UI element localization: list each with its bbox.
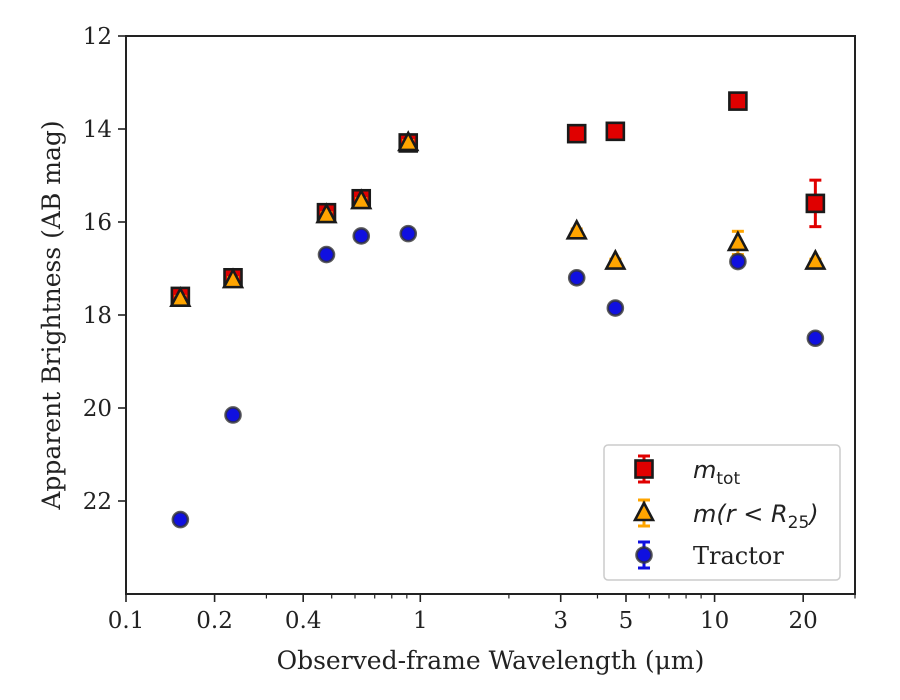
data-point-triangle (315, 202, 338, 224)
x-tick-label: 5 (619, 608, 634, 634)
data-point-circle (317, 245, 336, 264)
y-tick-label: 18 (83, 303, 112, 329)
data-point-circle (399, 224, 418, 243)
legend-label: m(r < R25) (693, 500, 819, 533)
legend-label: Tractor (693, 542, 784, 570)
data-point-triangle (726, 230, 750, 252)
data-point-triangle (604, 248, 627, 270)
x-tick-label: 0.4 (285, 608, 322, 634)
legend-entry: m(r < R25) (632, 498, 819, 533)
data-point-circle (352, 227, 371, 245)
series-layer (169, 91, 827, 529)
data-point-triangle (397, 130, 420, 152)
series-circle (171, 224, 825, 529)
legend-marker-square (634, 459, 654, 479)
y-tick-label: 12 (83, 24, 112, 50)
x-axis-label: Observed-frame Wavelength (μm) (277, 646, 705, 675)
x-tick-label: 20 (789, 608, 818, 634)
data-point-circle (729, 252, 747, 271)
data-point-triangle (221, 267, 245, 289)
legend-label: mtot (693, 456, 740, 489)
series-square (170, 91, 826, 307)
data-point-square (566, 123, 587, 144)
x-tick-label: 0.2 (196, 608, 233, 634)
data-point-circle (171, 510, 190, 529)
axes: 0.1 0.2 0.4 1 3 5 10 20 12 14 16 18 20 22 (83, 24, 856, 634)
series-triangle (169, 130, 827, 308)
legend-box (603, 444, 841, 581)
y-tick-label: 16 (83, 210, 112, 236)
data-point-triangle (169, 285, 192, 308)
x-tick-label: 1 (413, 608, 428, 634)
data-point-triangle (804, 248, 827, 270)
data-point-triangle (565, 218, 588, 240)
legend-marker-circle (635, 546, 653, 564)
y-axis-label: Apparent Brightness (AB mag) (37, 120, 66, 510)
legend: mtot m(r < R25) Tractor (603, 444, 841, 581)
legend-entry: mtot (634, 454, 740, 489)
legend-entry: Tractor (635, 540, 784, 570)
data-point-triangle (350, 188, 373, 210)
y-tick-label: 22 (83, 489, 112, 515)
x-tick-label: 10 (700, 608, 729, 634)
y-tick-label: 20 (83, 396, 112, 422)
y-tick-label: 14 (83, 117, 112, 143)
data-point-circle (606, 299, 625, 317)
x-tick-label: 3 (553, 608, 568, 634)
legend-marker-triangle (632, 500, 656, 522)
data-point-square (605, 121, 626, 142)
data-point-square (805, 193, 826, 214)
data-point-square (728, 91, 748, 111)
x-tick-label: 0.1 (108, 608, 145, 634)
data-point-circle (806, 329, 825, 348)
data-point-circle (224, 406, 242, 424)
data-point-circle (567, 268, 586, 287)
